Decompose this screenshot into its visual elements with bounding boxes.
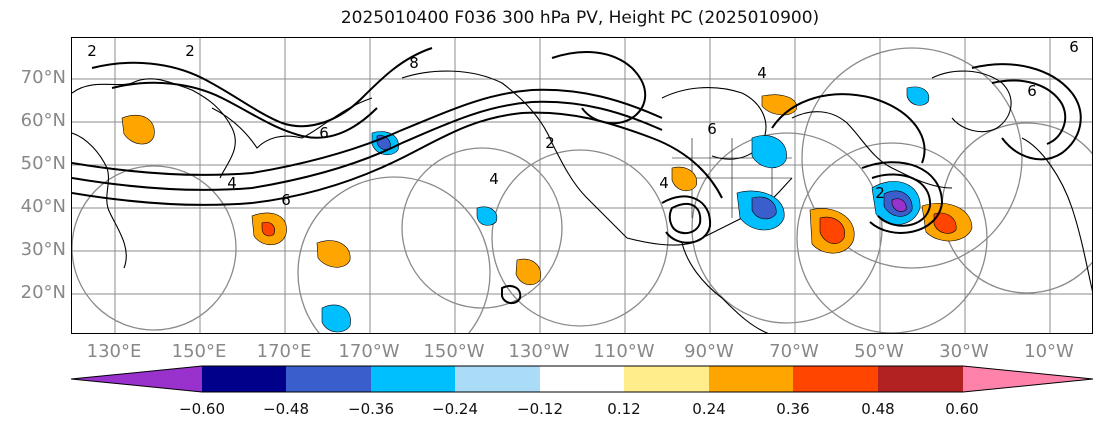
- colorbar-tick-label: −0.12: [517, 400, 563, 418]
- colorbar-segment: [963, 366, 1093, 392]
- colorbar-segment: [455, 366, 540, 392]
- colorbar-segment: [709, 366, 793, 392]
- contour-label: 4: [757, 64, 767, 82]
- lat-label-50n: 50°N: [20, 153, 66, 174]
- colorbar-tick-label: −0.48: [263, 400, 309, 418]
- contour-label: 8: [409, 54, 419, 72]
- contour-label: 2: [87, 42, 97, 60]
- contour-label: 4: [227, 174, 237, 192]
- lon-label: 150°E: [171, 341, 227, 362]
- colorbar-tick-label: −0.60: [179, 400, 225, 418]
- lon-label: 130°W: [508, 341, 570, 362]
- pv-negative-region: [751, 135, 787, 169]
- lon-label: 110°W: [593, 341, 655, 362]
- contour-label: 6: [281, 191, 291, 209]
- lat-label-30n: 30°N: [20, 239, 66, 260]
- map-canvas: 2 2 4 6 8 6 4 2 4 6 2 6 6 4: [72, 38, 1092, 333]
- colorbar-segment: [878, 366, 963, 392]
- contour-label: 2: [545, 134, 555, 152]
- pv-positive-region: [261, 221, 275, 237]
- lon-label: 90°W: [684, 341, 734, 362]
- lon-label: 30°W: [939, 341, 989, 362]
- lon-label: 150°W: [423, 341, 485, 362]
- contour-label: 6: [707, 120, 717, 138]
- colorbar-segment: [71, 366, 202, 392]
- pv-positive-region: [515, 258, 542, 286]
- lon-label: 70°W: [769, 341, 819, 362]
- contour-label: 4: [489, 170, 499, 188]
- colorbar-tick-label: 0.36: [776, 400, 810, 418]
- lon-label: 10°W: [1024, 341, 1074, 362]
- height-contours: [72, 47, 1082, 304]
- pv-negative-region: [321, 304, 351, 333]
- colorbar-tick-label: 0.12: [607, 400, 641, 418]
- lat-label-40n: 40°N: [20, 196, 66, 217]
- colorbar-segment: [371, 366, 455, 392]
- coastlines: [72, 70, 1092, 333]
- pv-negative-region: [476, 206, 498, 226]
- pv-positive-region: [819, 216, 845, 244]
- pv-negative-region: [751, 196, 777, 220]
- lon-label: 130°E: [86, 341, 142, 362]
- lon-label: 50°W: [854, 341, 904, 362]
- colorbar-segment: [624, 366, 709, 392]
- pv-anomaly-shading: [121, 86, 973, 333]
- colorbar-segment: [202, 366, 286, 392]
- colorbar-tick-label: 0.24: [692, 400, 726, 418]
- colorbar-segments: [71, 366, 1093, 392]
- lat-label-20n: 20°N: [20, 282, 66, 303]
- pv-negative-region: [891, 198, 907, 212]
- range-circles: [72, 47, 1092, 333]
- pv-positive-region: [671, 166, 698, 192]
- contour-label: 6: [1069, 38, 1079, 56]
- contour-labels: 2 2 4 6 8 6 4 2 4 6 2 6 6 4: [87, 38, 1079, 209]
- lat-label-70n: 70°N: [20, 67, 66, 88]
- contour-label: 4: [659, 174, 669, 192]
- colorbar-tick-label: −0.24: [432, 400, 478, 418]
- colorbar-tick-label: 0.48: [861, 400, 895, 418]
- colorbar-tick-label: 0.60: [945, 400, 979, 418]
- lon-label: 170°E: [256, 341, 312, 362]
- pv-positive-region: [316, 240, 351, 268]
- map-panel: 2 2 4 6 8 6 4 2 4 6 2 6 6 4: [71, 37, 1093, 334]
- contour-label: 6: [319, 124, 329, 142]
- pv-positive-region: [121, 114, 155, 145]
- pv-positive-region: [761, 94, 797, 116]
- map-title: 2025010400 F036 300 hPa PV, Height PC (2…: [340, 8, 820, 28]
- pv-negative-region: [906, 86, 930, 106]
- colorbar-tick-label: −0.36: [348, 400, 394, 418]
- lon-label: 170°W: [338, 341, 400, 362]
- contour-label: 2: [875, 184, 885, 202]
- colorbar: [71, 365, 1094, 393]
- contour-label: 2: [185, 42, 195, 60]
- lat-label-60n: 60°N: [20, 110, 66, 131]
- colorbar-segment: [286, 366, 371, 392]
- graticule: [72, 38, 1092, 333]
- colorbar-segment: [793, 366, 878, 392]
- colorbar-segment: [540, 366, 624, 392]
- contour-label: 6: [1027, 82, 1037, 100]
- pv-positive-region: [933, 212, 957, 234]
